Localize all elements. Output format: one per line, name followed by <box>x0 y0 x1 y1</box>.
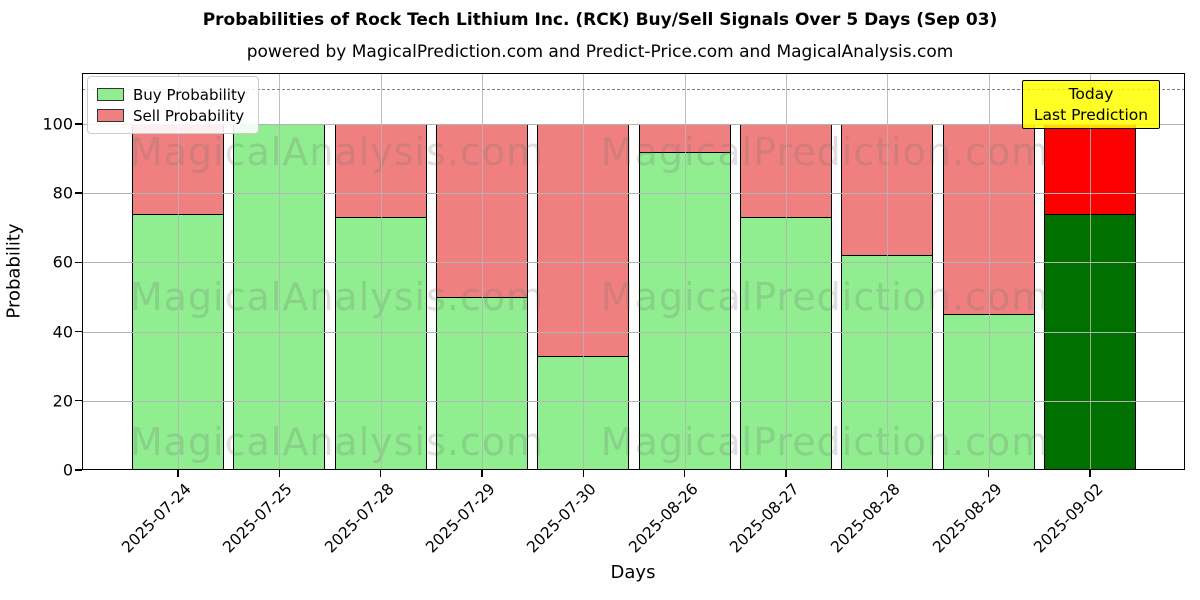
y-tick-mark <box>75 261 82 263</box>
y-tick-mark <box>75 469 82 471</box>
x-tick-label-2025-07-30: 2025-07-30 <box>523 480 601 557</box>
y-tick-label-80: 80 <box>52 183 73 203</box>
chart-title: Probabilities of Rock Tech Lithium Inc. … <box>202 10 998 30</box>
y-tick-mark <box>75 330 82 333</box>
x-tick-label-2025-09-02: 2025-09-02 <box>1030 480 1107 557</box>
v-gridline <box>786 73 787 470</box>
y-axis-label: Probability <box>3 223 25 319</box>
x-tick-label-2025-08-27: 2025-08-27 <box>726 480 803 557</box>
x-tick-mark <box>785 470 787 477</box>
v-gridline <box>887 73 889 470</box>
v-gridline <box>1090 73 1091 470</box>
y-tick-label-0: 0 <box>62 460 73 480</box>
x-tick-label-2025-08-28: 2025-08-28 <box>827 480 905 557</box>
v-gridline <box>482 73 483 470</box>
x-tick-label-2025-07-28: 2025-07-28 <box>320 480 398 557</box>
watermark-layer: MagicalAnalysis.com MagicalPrediction.com… <box>82 73 1185 470</box>
x-tick-mark <box>582 470 584 477</box>
x-tick-label-2025-08-26: 2025-08-26 <box>624 480 702 557</box>
today-annotation-line2: Last Prediction <box>1033 105 1149 124</box>
x-tick-label-2025-08-29: 2025-08-29 <box>928 480 1006 557</box>
y-tick-label-60: 60 <box>52 252 73 272</box>
x-tick-mark <box>380 470 382 477</box>
y-tick-mark <box>75 192 82 194</box>
buy-color-swatch <box>97 88 124 101</box>
x-tick-mark <box>278 470 280 477</box>
x-tick-mark <box>987 470 990 477</box>
h-gridline-100 <box>82 123 1185 125</box>
v-gridline <box>279 73 281 470</box>
legend-row-buy: Buy Probability <box>97 84 246 105</box>
today-annotation: Today Last Prediction <box>1022 80 1160 129</box>
h-gridline-60 <box>82 262 1185 264</box>
x-tick-mark <box>481 470 483 477</box>
y-tick-label-20: 20 <box>52 391 73 411</box>
x-axis-label: Days <box>610 562 656 583</box>
v-gridline <box>178 73 179 470</box>
v-gridline <box>684 73 686 470</box>
v-gridline <box>583 73 585 470</box>
y-tick-mark <box>75 400 82 402</box>
sell-color-swatch <box>97 109 124 122</box>
x-tick-mark <box>683 470 686 477</box>
y-tick-label-40: 40 <box>52 322 73 342</box>
plot-area: MagicalAnalysis.com MagicalPrediction.com… <box>82 73 1185 471</box>
x-tick-label-2025-07-29: 2025-07-29 <box>422 480 499 557</box>
y-tick-mark <box>75 123 82 125</box>
legend-row-sell: Sell Probability <box>97 105 246 126</box>
watermark-text: MagicalPrediction.com <box>600 130 1050 174</box>
h-gridline-40 <box>82 331 1185 333</box>
today-annotation-line1: Today <box>1068 84 1114 103</box>
legend-buy-label: Buy Probability <box>133 85 246 104</box>
legend: Buy Probability Sell Probability <box>87 76 259 134</box>
x-tick-mark <box>1089 470 1091 477</box>
x-tick-mark <box>177 470 179 477</box>
y-tick-label-100: 100 <box>42 114 73 134</box>
legend-sell-label: Sell Probability <box>133 106 245 125</box>
h-gridline-20 <box>82 400 1185 402</box>
h-gridline-80 <box>82 193 1185 195</box>
watermark-text: MagicalAnalysis.com <box>129 275 545 319</box>
watermark-text: MagicalAnalysis.com <box>129 420 545 464</box>
x-tick-label-2025-07-25: 2025-07-25 <box>219 480 297 557</box>
watermark-text: MagicalAnalysis.com <box>129 130 545 174</box>
chart-subtitle: powered by MagicalPrediction.com and Pre… <box>246 42 954 62</box>
x-tick-mark <box>886 470 888 477</box>
v-gridline <box>988 73 990 470</box>
watermark-text: MagicalPrediction.com <box>600 275 1050 319</box>
v-gridline <box>380 73 382 470</box>
grid-layer <box>82 73 1185 470</box>
watermark-text: MagicalPrediction.com <box>600 420 1050 464</box>
x-tick-label-2025-07-24: 2025-07-24 <box>118 480 195 557</box>
upper-dashed-line <box>82 89 1185 91</box>
